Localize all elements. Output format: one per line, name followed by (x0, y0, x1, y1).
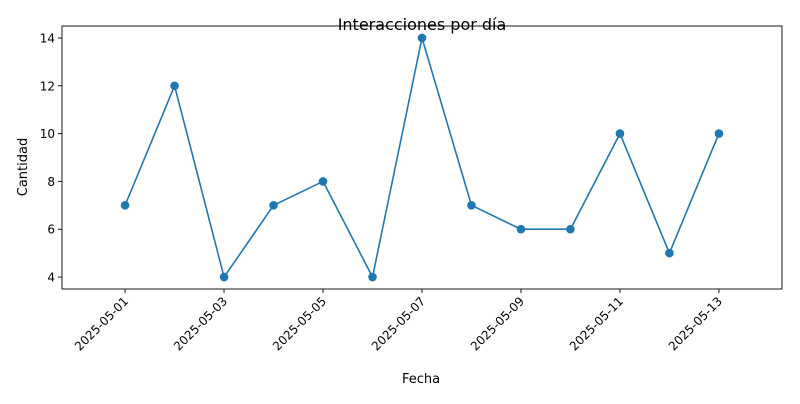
chart-title: Interacciones por día (338, 15, 507, 34)
y-axis-label: Cantidad (16, 138, 31, 196)
data-point (219, 272, 229, 282)
y-tick-label: 6 (47, 223, 55, 237)
y-tick-label: 12 (40, 79, 55, 93)
data-point (318, 177, 328, 186)
data-point (120, 201, 130, 210)
y-tick-label: 14 (40, 31, 55, 45)
data-point (714, 129, 724, 138)
data-point (615, 129, 625, 138)
data-point (516, 224, 526, 234)
data-point (467, 201, 476, 210)
data-point (665, 248, 674, 258)
data-point (269, 201, 278, 210)
data-point (566, 224, 575, 234)
x-axis-label: Fecha (402, 372, 440, 387)
data-point (368, 272, 377, 282)
y-tick-label: 8 (47, 175, 55, 189)
y-tick-label: 4 (47, 271, 55, 285)
data-point (417, 33, 427, 43)
y-tick-label: 10 (40, 127, 55, 141)
data-point (170, 81, 179, 91)
